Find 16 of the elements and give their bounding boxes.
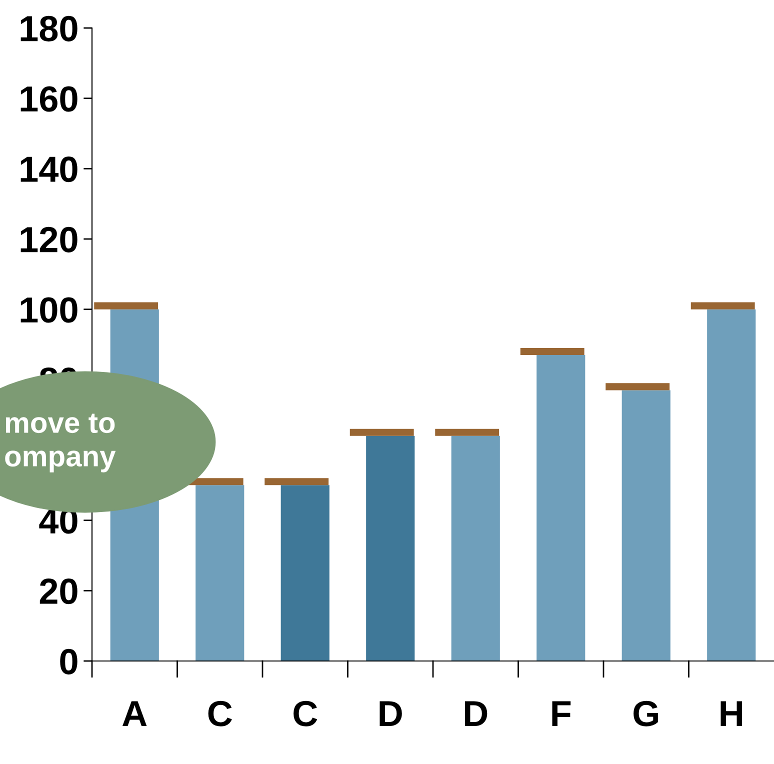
y-tick-label: 100 [20,297,78,323]
x-tick-label: H [720,701,742,726]
y-tick-label: 180 [20,16,78,42]
x-tick-label: C [294,700,318,726]
x-tick-label: A [122,701,147,726]
x-tick-label: D [380,701,402,726]
annotation: move to ompany [5,414,116,472]
y-tick-label: 160 [20,86,78,112]
y-tick-label: 20 [40,578,78,604]
x-tick-label: C [208,700,232,726]
x-tick-label: G [634,700,658,726]
y-tick-label: 0 [60,648,78,674]
y-tick-label: 120 [20,226,78,252]
x-tick-label: F [552,701,571,726]
y-tick-label: 140 [20,156,78,182]
x-tick-label: D [465,701,488,726]
